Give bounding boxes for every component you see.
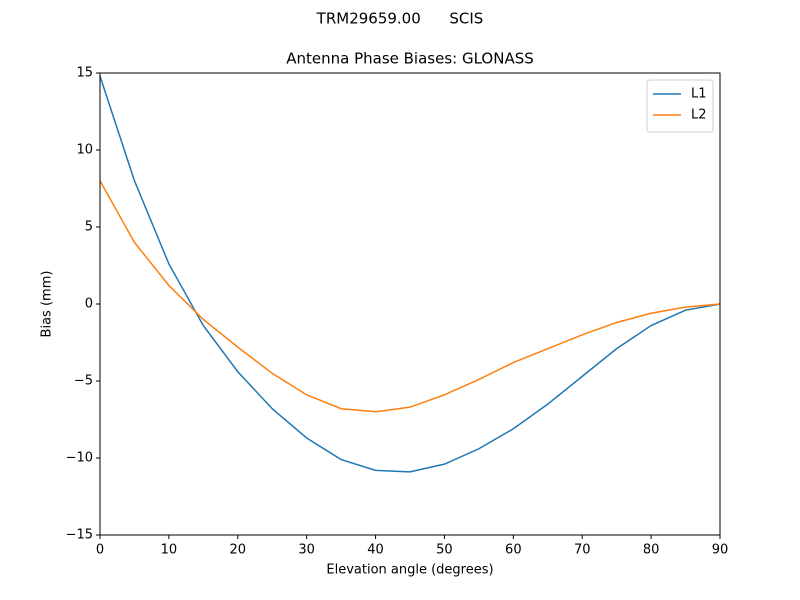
x-tick-label: 10: [161, 543, 178, 558]
data-line: [99, 180, 721, 413]
y-tick-label: 5: [85, 220, 93, 235]
y-tick-label: −5: [74, 374, 93, 389]
chart-title: Antenna Phase Biases: GLONASS: [286, 50, 534, 68]
y-tick-label: −15: [66, 528, 93, 543]
y-tick-label: −10: [66, 451, 93, 466]
suptitle: TRM29659.00 SCIS: [316, 10, 484, 28]
x-axis-label: Elevation angle (degrees): [326, 563, 493, 578]
x-tick-label: 40: [367, 543, 384, 558]
x-tick-label: 70: [574, 543, 591, 558]
legend-label: L2: [691, 108, 707, 123]
x-tick-label: 20: [230, 543, 247, 558]
plot-frame: [99, 72, 721, 536]
x-tick-label: 0: [96, 543, 104, 558]
x-tick-label: 90: [712, 543, 729, 558]
y-tick-label: 10: [76, 143, 93, 158]
x-tick-label: 60: [505, 543, 522, 558]
data-line: [99, 75, 721, 473]
x-tick-label: 30: [298, 543, 315, 558]
legend-box: [646, 79, 714, 133]
y-axis-label: Bias (mm): [40, 271, 55, 338]
y-tick-label: 15: [76, 66, 93, 81]
legend-label: L1: [691, 87, 707, 102]
x-tick-label: 80: [643, 543, 660, 558]
x-tick-label: 50: [436, 543, 453, 558]
y-tick-label: 0: [85, 297, 93, 312]
